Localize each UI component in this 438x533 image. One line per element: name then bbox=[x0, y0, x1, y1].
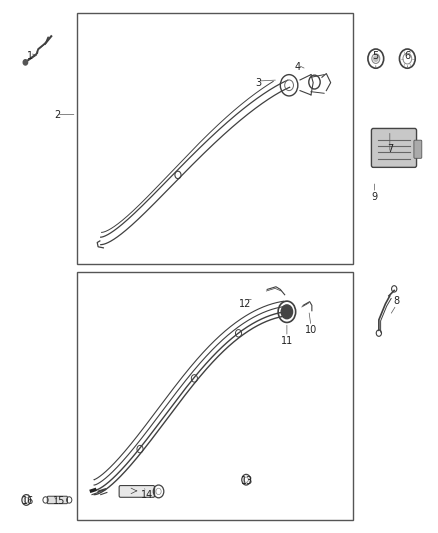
Text: 15: 15 bbox=[53, 496, 65, 506]
FancyBboxPatch shape bbox=[47, 496, 67, 504]
Text: 9: 9 bbox=[371, 192, 378, 202]
Text: 12: 12 bbox=[239, 299, 251, 309]
Text: 4: 4 bbox=[295, 62, 301, 71]
Text: 6: 6 bbox=[404, 51, 410, 61]
Text: 11: 11 bbox=[281, 336, 293, 346]
Text: 1: 1 bbox=[27, 51, 33, 61]
FancyBboxPatch shape bbox=[371, 128, 417, 167]
Bar bbox=[77, 272, 353, 520]
Text: 10: 10 bbox=[305, 326, 317, 335]
Text: 8: 8 bbox=[393, 296, 399, 306]
Text: 7: 7 bbox=[387, 144, 393, 154]
Text: 16: 16 bbox=[22, 496, 35, 506]
FancyBboxPatch shape bbox=[414, 140, 422, 158]
Text: 14: 14 bbox=[141, 490, 153, 499]
Text: 3: 3 bbox=[255, 78, 261, 87]
Text: 5: 5 bbox=[373, 51, 379, 61]
Bar bbox=[77, 13, 353, 264]
Text: 2: 2 bbox=[54, 110, 60, 119]
Circle shape bbox=[23, 60, 28, 65]
Circle shape bbox=[374, 56, 378, 61]
FancyBboxPatch shape bbox=[119, 486, 155, 497]
Text: 13: 13 bbox=[241, 477, 254, 486]
Circle shape bbox=[281, 305, 293, 319]
